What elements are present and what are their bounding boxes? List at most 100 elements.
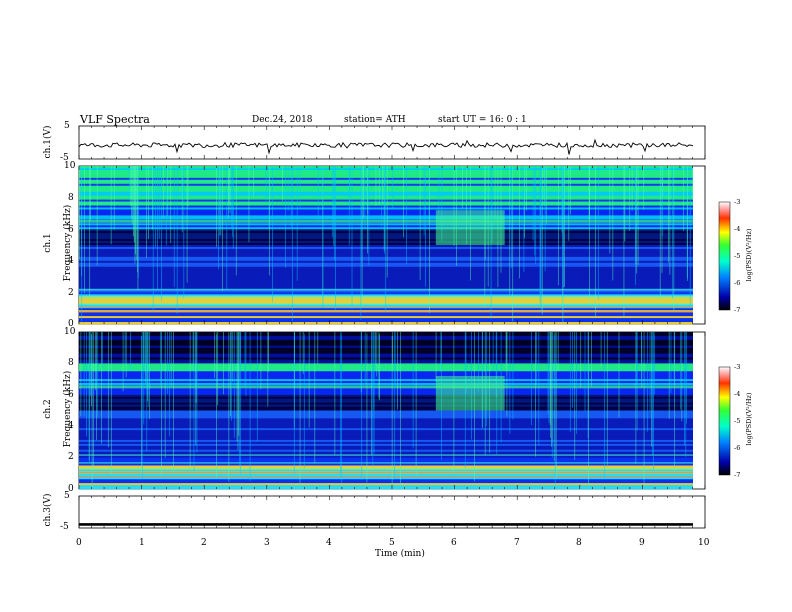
spec-sferic (376, 332, 378, 377)
spec-sferic (600, 332, 602, 368)
spec-sferic (173, 332, 174, 473)
spec-sferic (302, 332, 304, 375)
spec-sferic (545, 166, 547, 224)
spec-sferic (135, 166, 137, 261)
spec-sferic (229, 166, 231, 214)
x-tick-1: 1 (139, 538, 145, 548)
spec-sferic (649, 332, 651, 412)
spec-sferic (216, 166, 217, 247)
date-label: Dec.24, 2018 (252, 115, 313, 125)
spec-band (79, 341, 693, 345)
spec-sferic (375, 332, 376, 365)
spec-sferic (574, 332, 576, 460)
spec-line-low (79, 462, 693, 464)
spec-sferic (609, 166, 611, 254)
cb1-tick-neg7: -7 (734, 306, 741, 314)
spec-sferic (322, 166, 324, 309)
spec-sferic (441, 166, 443, 242)
x-tick-0: 0 (76, 538, 82, 548)
spec-sferic (166, 332, 168, 394)
spec-sferic (334, 332, 336, 455)
spec-sferic (93, 332, 95, 468)
spec-sferic (687, 166, 688, 281)
spec-sferic (681, 332, 683, 422)
spec-band (79, 465, 693, 468)
cb2-tick-neg5: -5 (734, 417, 741, 425)
spec-sferic (221, 166, 223, 292)
spec-band (79, 485, 693, 488)
spec-sferic (568, 166, 570, 241)
spec-band (79, 379, 693, 382)
spec-band (79, 416, 693, 419)
x-tick-6: 6 (451, 538, 457, 548)
spec-sferic (631, 166, 633, 211)
spec-sferic (170, 332, 172, 386)
ch1-spec-ytick-4: 4 (68, 256, 74, 266)
cb1-tick-neg4: -4 (734, 225, 741, 233)
spec-band (79, 373, 693, 376)
spec-band (79, 339, 693, 343)
spec-sferic (689, 166, 691, 305)
ch2-spec-ytick-6: 6 (68, 390, 74, 400)
spec-sferic (668, 332, 670, 419)
spec-sferic (423, 166, 425, 235)
spec-sferic (230, 332, 232, 421)
spec-sferic (589, 166, 590, 305)
spec-sferic (158, 166, 160, 239)
spec-sferic (147, 332, 148, 402)
spec-sferic (375, 166, 377, 206)
spec-sferic (147, 332, 149, 408)
ch2-spec-ytick-10: 10 (64, 327, 76, 337)
spec-sferic (400, 332, 402, 486)
spec-sferic (130, 332, 131, 371)
spec-sferic (440, 332, 442, 372)
spec-sferic (95, 332, 97, 391)
spec-band (79, 455, 693, 458)
spec-band (79, 469, 693, 472)
spec-sferic (232, 166, 234, 249)
spec-sferic (659, 166, 661, 300)
x-tick-7: 7 (514, 538, 520, 548)
spec-band (79, 426, 693, 429)
spec-sferic (637, 166, 639, 265)
spec-sferic (333, 166, 335, 247)
spec-band (79, 483, 693, 486)
spec-sferic (419, 166, 421, 281)
spec-sferic (492, 332, 494, 371)
spec-sferic (550, 332, 552, 438)
spec-sferic (161, 332, 162, 476)
spec-band (79, 457, 693, 460)
ch1-spectrogram (79, 166, 693, 325)
spec-sferic (669, 166, 671, 275)
spec-sferic (260, 332, 262, 390)
spec-sferic (557, 166, 559, 286)
spec-sferic (361, 332, 363, 480)
spec-sferic (124, 332, 126, 365)
spec-sferic (425, 166, 426, 287)
spec-sferic (317, 166, 319, 221)
spec-sferic (181, 166, 183, 233)
spec-sferic (378, 332, 380, 399)
spec-sferic (217, 332, 219, 406)
spec-sferic (110, 166, 112, 245)
spec-sferic (281, 166, 283, 202)
spec-sferic (541, 166, 543, 315)
spec-sferic (462, 166, 463, 209)
spec-sferic (562, 166, 564, 323)
ch1-voltage-trace (78, 138, 694, 155)
cb1-tick-neg6: -6 (734, 279, 741, 287)
spec-sferic (534, 332, 536, 457)
spec-sferic (146, 332, 148, 452)
spec-sferic (107, 332, 109, 448)
ch2-spec-ytick-4: 4 (68, 421, 74, 431)
spec-sferic (670, 332, 672, 393)
spec-sferic (361, 166, 363, 308)
spec-sferic (160, 332, 161, 387)
spec-sferic (239, 332, 241, 466)
spec-sferic (570, 166, 571, 215)
spec-sferic (173, 166, 175, 287)
spec-sferic (349, 166, 351, 208)
chart-title: VLF Spectra (80, 113, 150, 126)
colorbar1 (718, 201, 731, 311)
